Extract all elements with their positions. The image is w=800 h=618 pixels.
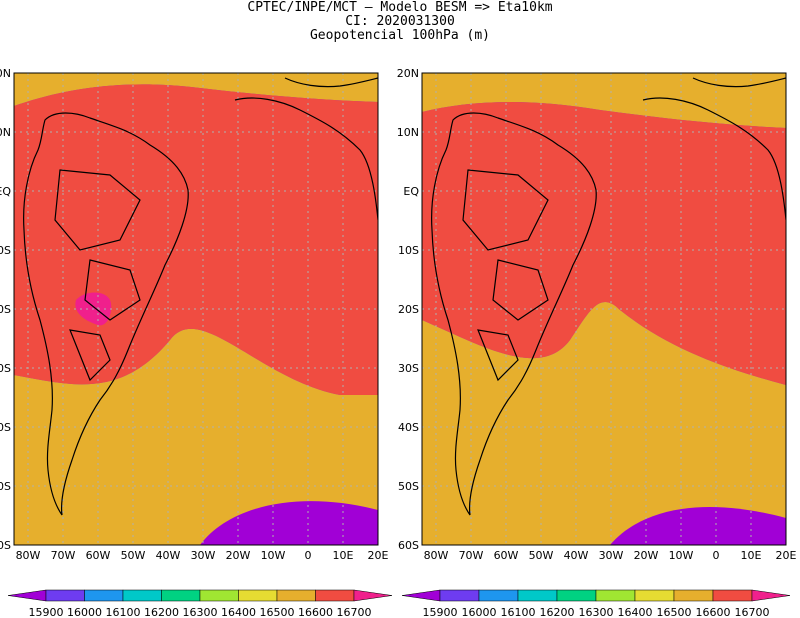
- lon-label: 30W: [191, 549, 216, 562]
- left-lon-labels: 80W 70W 60W 50W 40W 30W 20W 10W 0 10E 20E: [16, 549, 389, 562]
- lat-label: 60S: [398, 539, 419, 552]
- colorbar-label: 16400: [618, 606, 653, 618]
- left-colorbar: 15900 16000 16100 16200 16300 16400 16500 16600…: [7, 589, 393, 618]
- lon-label: 30W: [599, 549, 624, 562]
- colorbar-swatch: [673, 589, 714, 602]
- colorbar-label: 16100: [106, 606, 141, 618]
- right-map: 20N 10N EQ 10S 20S 30S 40S 50S 60S 80W 70W 60W 50W 4…: [397, 67, 797, 562]
- lat-label: 30S: [398, 362, 419, 375]
- colorbar-label: 16000: [462, 606, 497, 618]
- lat-label: 50S: [398, 480, 419, 493]
- colorbar-swatch: [595, 589, 636, 602]
- lon-label: 80W: [424, 549, 449, 562]
- left-map-frame: [13, 72, 379, 546]
- colorbar-swatch: [556, 589, 597, 602]
- colorbar-label: 16700: [337, 606, 372, 618]
- lat-label: EQ: [403, 185, 419, 198]
- colorbar-swatch: [84, 589, 124, 602]
- title-line-1: CPTEC/INPE/MCT – Modelo BESM => Eta10km: [247, 0, 553, 15]
- colorbar-swatch: [478, 589, 519, 602]
- colorbar-swatch: [161, 589, 201, 602]
- colorbar-swatch: [751, 589, 791, 602]
- colorbar-label: 16200: [144, 606, 179, 618]
- colorbar-label: 15900: [29, 606, 64, 618]
- lon-label: 70W: [51, 549, 76, 562]
- lon-label: 60W: [86, 549, 111, 562]
- colorbar-label: 16300: [183, 606, 218, 618]
- colorbar-label: 16500: [657, 606, 692, 618]
- colorbar-label: 16100: [501, 606, 536, 618]
- colorbar-label: 16300: [579, 606, 614, 618]
- colorbar-swatch: [439, 589, 480, 602]
- lon-label: 10E: [741, 549, 762, 562]
- lon-label: 70W: [459, 549, 484, 562]
- lon-label: 10W: [669, 549, 694, 562]
- lat-label: 10S: [0, 244, 11, 257]
- lon-label: 50W: [529, 549, 554, 562]
- lon-label: 10W: [261, 549, 286, 562]
- lat-label: 40S: [0, 421, 11, 434]
- lon-label: 0: [713, 549, 720, 562]
- lon-label: 20W: [634, 549, 659, 562]
- lon-label: 20E: [776, 549, 797, 562]
- colorbar-swatch: [238, 589, 278, 602]
- colorbar-label: 16400: [221, 606, 256, 618]
- left-map: 20N 10N EQ 10S 20S 30S 40S 50S 60S 80W 70W 60W 50W 4…: [0, 67, 389, 562]
- lon-label: 10E: [333, 549, 354, 562]
- colorbar-swatch: [276, 589, 316, 602]
- lat-label: 20N: [397, 67, 419, 80]
- left-lat-labels: 20N 10N EQ 10S 20S 30S 40S 50S 60S: [0, 67, 11, 552]
- colorbar-swatch: [401, 589, 441, 602]
- lat-label: 20N: [0, 67, 11, 80]
- colorbar-label: 16600: [298, 606, 333, 618]
- lat-label: 10N: [0, 126, 11, 139]
- colorbar-label: 15900: [423, 606, 458, 618]
- right-colorbar: 15900 16000 16100 16200 16300 16400 16500 16600…: [401, 589, 791, 618]
- colorbar-swatch: [122, 589, 162, 602]
- lon-label: 20E: [368, 549, 389, 562]
- lon-label: 40W: [564, 549, 589, 562]
- lat-label: 20S: [398, 303, 419, 316]
- colorbar-label: 16200: [540, 606, 575, 618]
- lat-label: EQ: [0, 185, 11, 198]
- lon-label: 80W: [16, 549, 41, 562]
- lat-label: 40S: [398, 421, 419, 434]
- lat-label: 30S: [0, 362, 11, 375]
- colorbar-swatch: [517, 589, 558, 602]
- lon-label: 20W: [226, 549, 251, 562]
- lat-label: 60S: [0, 539, 11, 552]
- colorbar-swatch: [199, 589, 239, 602]
- right-lon-labels: 80W 70W 60W 50W 40W 30W 20W 10W 0 10E 20E: [424, 549, 797, 562]
- right-map-field: [422, 73, 786, 545]
- title-line-2: CI: 2020031300: [345, 14, 455, 29]
- lat-label: 10N: [397, 126, 419, 139]
- colorbar-label: 16600: [696, 606, 731, 618]
- colorbar-swatch: [315, 589, 355, 602]
- lat-label: 20S: [0, 303, 11, 316]
- lon-label: 40W: [156, 549, 181, 562]
- right-map-frame: [421, 72, 787, 546]
- lon-label: 50W: [121, 549, 146, 562]
- title-line-3: Geopotencial 100hPa (m): [309, 28, 490, 43]
- colorbar-swatch: [353, 589, 393, 602]
- colorbar-label: 16500: [260, 606, 295, 618]
- left-map-field: [14, 73, 378, 545]
- colorbar-swatch: [712, 589, 753, 602]
- colorbar-label: 16700: [735, 606, 770, 618]
- colorbar-label: 16000: [67, 606, 102, 618]
- colorbar-swatch: [7, 589, 47, 602]
- right-lat-labels: 20N 10N EQ 10S 20S 30S 40S 50S 60S: [397, 67, 420, 552]
- lon-label: 0: [305, 549, 312, 562]
- lat-label: 10S: [398, 244, 419, 257]
- colorbar-swatch: [45, 589, 85, 602]
- colorbar-swatch: [634, 589, 675, 602]
- lat-label: 50S: [0, 480, 11, 493]
- lon-label: 60W: [494, 549, 519, 562]
